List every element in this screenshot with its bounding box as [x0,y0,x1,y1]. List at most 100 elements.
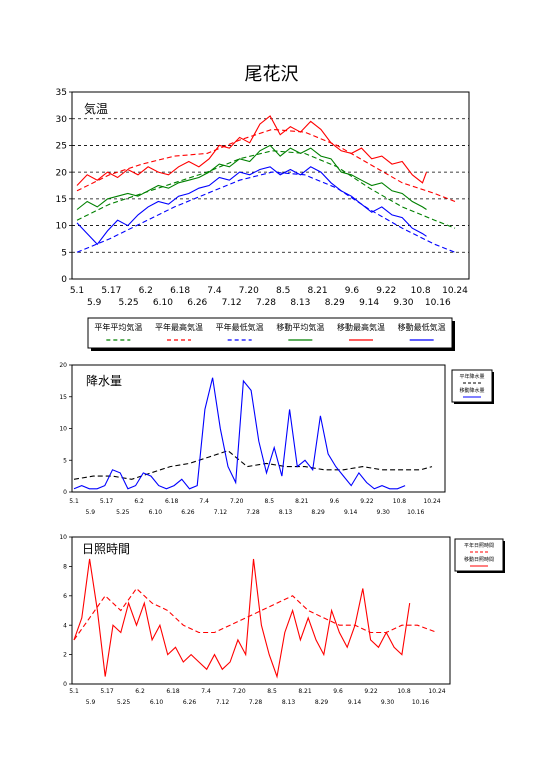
x-tick-label: 9.6 [345,286,360,296]
legend-label: 平年最低気温 [216,322,264,332]
plot-frame [71,536,451,685]
y-tick-label: 5 [61,248,67,258]
x-tick-label: 9.14 [359,298,379,308]
x-tick-label: 5.9 [87,298,102,308]
x-tick-label: 6.26 [187,298,207,308]
series-line-moving_sun [73,558,411,679]
y-tick-label: 5 [63,457,67,464]
x-tick-label: 5.17 [101,286,121,296]
series-line-moving_max [76,115,428,186]
y-tick-label: 20 [59,362,67,369]
y-tick-label: 15 [59,394,67,401]
x-tick-label: 8.29 [325,298,345,308]
x-tick-label: 8.5 [276,286,290,296]
x-tick-label: 9.14 [344,509,358,516]
chart-panel-0 [69,91,470,351]
y-tick-label: 30 [56,115,68,125]
series-line-normal_max [76,128,456,203]
y-tick-label: 20 [56,168,68,178]
x-tick-label: 8.13 [282,699,296,706]
x-tick-label: 6.2 [134,498,144,505]
y-tick-label: 4 [63,622,67,629]
x-tick-label: 5.25 [119,298,139,308]
x-tick-label: 7.4 [201,688,211,695]
x-tick-label: 6.18 [165,498,179,505]
y-tick-label: 25 [56,142,67,152]
x-tick-label: 8.21 [298,688,312,695]
plot-frame [71,91,470,280]
legend-label: 平年平均気温 [94,322,142,332]
x-tick-label: 7.20 [232,688,246,695]
x-tick-label: 10.24 [423,498,440,505]
legend-label: 平年最高気温 [155,322,203,332]
x-tick-label: 8.13 [279,509,293,516]
x-tick-label: 9.22 [364,688,378,695]
x-tick-label: 7.12 [216,699,230,706]
x-tick-label: 8.21 [295,498,309,505]
y-tick-label: 6 [63,593,67,600]
x-tick-label: 8.21 [308,286,328,296]
x-tick-label: 7.12 [214,509,228,516]
x-tick-label: 5.25 [116,509,130,516]
x-tick-label: 7.28 [249,699,263,706]
x-tick-label: 9.6 [330,498,340,505]
panel-label: 日照時間 [82,542,130,556]
y-tick-label: 0 [63,681,67,688]
legend-label: 平年日照時間 [464,542,494,549]
x-tick-label: 5.1 [70,286,84,296]
legend-box [87,317,453,349]
x-tick-label: 10.24 [428,688,445,695]
x-tick-label: 5.17 [100,498,114,505]
x-tick-label: 7.4 [207,286,222,296]
legend-label: 移動降水量 [459,387,484,394]
x-tick-label: 5.9 [85,509,95,516]
x-tick-label: 6.2 [135,688,145,695]
x-tick-label: 8.29 [315,699,329,706]
y-tick-label: 35 [56,88,67,98]
x-tick-label: 10.8 [393,498,407,505]
legend-label: 移動最高気温 [337,322,385,332]
x-tick-label: 5.25 [117,699,131,706]
series-line-normal_sun [73,587,438,641]
x-tick-label: 10.16 [407,509,424,516]
x-tick-label: 7.4 [199,498,209,505]
x-tick-label: 8.5 [264,498,274,505]
x-tick-label: 9.6 [333,688,343,695]
x-tick-label: 9.14 [348,699,362,706]
x-tick-label: 9.22 [360,498,374,505]
legend-label: 平年降水量 [459,373,484,380]
x-tick-label: 6.18 [166,688,180,695]
x-tick-label: 10.24 [442,286,468,296]
legend-label: 移動平均気温 [276,322,324,332]
x-tick-label: 10.16 [412,699,429,706]
x-tick-label: 9.30 [393,298,413,308]
panel-label: 降水量 [86,374,122,388]
x-tick-label: 9.30 [381,699,395,706]
x-tick-label: 7.20 [230,498,244,505]
series-line-normal_precip [73,450,433,480]
x-tick-label: 9.30 [377,509,391,516]
y-tick-label: 10 [59,534,67,541]
x-tick-label: 7.20 [239,286,259,296]
x-tick-label: 10.16 [425,298,451,308]
panel-label: 気温 [84,101,108,116]
x-tick-label: 8.5 [267,688,277,695]
x-tick-label: 5.1 [69,688,79,695]
x-tick-label: 6.2 [139,286,153,296]
y-tick-label: 0 [61,275,67,285]
chart-panel-1 [69,364,494,493]
y-tick-label: 10 [56,222,68,232]
x-tick-label: 6.10 [149,509,163,516]
x-tick-label: 5.9 [86,699,96,706]
x-tick-label: 6.26 [181,509,195,516]
plot-frame [71,364,446,493]
series-line-normal_min [76,171,456,253]
y-tick-label: 2 [63,652,67,659]
y-tick-label: 0 [63,489,67,496]
x-tick-label: 6.18 [170,286,190,296]
y-tick-label: 8 [63,564,67,571]
x-tick-label: 5.1 [69,498,79,505]
x-tick-label: 7.28 [246,509,260,516]
series-line-moving_precip [73,377,406,490]
